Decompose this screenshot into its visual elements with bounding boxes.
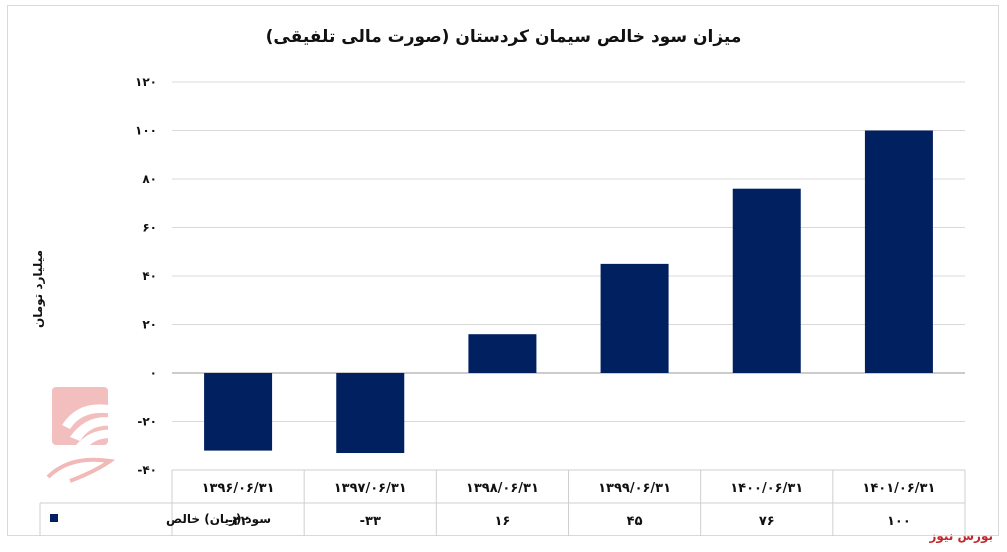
- bar: [600, 263, 669, 373]
- bar: [864, 130, 933, 373]
- bar: [732, 188, 801, 373]
- x-tick-label: ۱۳۹۷/۰۶/۳۱: [334, 481, 407, 496]
- data-label: -۳۳: [360, 514, 381, 529]
- x-tick-label: ۱۳۹۶/۰۶/۳۱: [202, 481, 275, 496]
- data-label: ۷۶: [759, 514, 775, 529]
- y-tick-label: ۰: [150, 366, 157, 380]
- bar: [204, 373, 273, 451]
- x-tick-label: ۱۳۹۸/۰۶/۳۱: [466, 481, 539, 496]
- x-tick-label: ۱۳۹۹/۰۶/۳۱: [598, 481, 671, 496]
- bar: [468, 334, 537, 373]
- y-tick-label: ۱۰۰: [135, 124, 157, 138]
- data-label: ۱۰۰: [887, 514, 911, 529]
- borsnews-logo: [46, 387, 122, 483]
- y-tick-label: ۲۰: [142, 318, 157, 332]
- legend-series-name: سود (زیان) خالص: [166, 512, 271, 527]
- bar: [336, 373, 405, 454]
- data-label: -۳۲: [227, 514, 248, 529]
- data-label: ۴۵: [627, 514, 643, 529]
- y-tick-label: -۲۰: [137, 415, 157, 429]
- data-label: ۱۶: [494, 514, 510, 529]
- legend-swatch: [50, 514, 58, 522]
- y-tick-label: ۱۲۰: [135, 75, 157, 89]
- y-tick-label: -۴۰: [137, 463, 157, 477]
- x-tick-label: ۱۴۰۰/۰۶/۳۱: [730, 481, 803, 496]
- y-tick-label: ۶۰: [142, 221, 157, 235]
- source-label: بورس نیوز: [929, 529, 993, 543]
- chart-title: میزان سود خالص سیمان کردستان (صورت مالی …: [265, 27, 742, 47]
- x-tick-label: ۱۴۰۱/۰۶/۳۱: [862, 481, 935, 496]
- y-tick-label: ۴۰: [142, 269, 157, 283]
- chart-frame: [7, 5, 999, 536]
- y-tick-label: ۸۰: [142, 172, 157, 186]
